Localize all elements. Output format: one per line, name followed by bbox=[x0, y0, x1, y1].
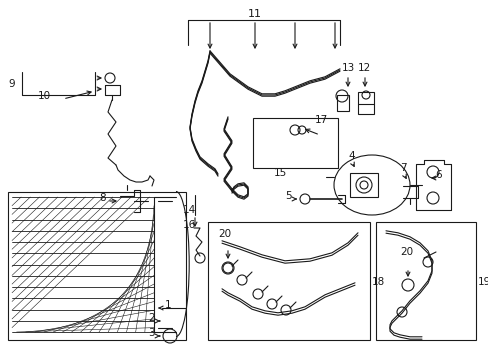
Text: 5: 5 bbox=[285, 191, 291, 201]
Bar bbox=[336, 95, 348, 111]
Text: 19: 19 bbox=[477, 277, 488, 287]
Text: 7: 7 bbox=[399, 163, 406, 173]
Bar bbox=[357, 92, 373, 114]
Text: 2: 2 bbox=[148, 313, 154, 323]
Text: 3: 3 bbox=[148, 328, 154, 338]
Text: 12: 12 bbox=[357, 63, 370, 73]
Text: 17: 17 bbox=[314, 115, 327, 125]
Text: 14: 14 bbox=[183, 205, 196, 215]
Bar bbox=[375, 222, 475, 340]
Text: 8: 8 bbox=[99, 193, 105, 203]
Text: 1: 1 bbox=[164, 300, 171, 310]
Bar bbox=[349, 173, 377, 197]
Text: 10: 10 bbox=[38, 91, 51, 101]
Text: 20: 20 bbox=[218, 229, 231, 239]
Text: 15: 15 bbox=[273, 168, 286, 178]
Text: 13: 13 bbox=[341, 63, 354, 73]
Text: 20: 20 bbox=[399, 247, 412, 257]
Text: 6: 6 bbox=[434, 170, 441, 180]
Bar bbox=[252, 118, 337, 168]
Bar bbox=[207, 222, 369, 340]
Text: 11: 11 bbox=[247, 9, 262, 19]
Bar bbox=[8, 192, 185, 340]
Text: 16: 16 bbox=[183, 220, 196, 230]
Text: 4: 4 bbox=[347, 151, 354, 161]
Text: 18: 18 bbox=[371, 277, 385, 287]
Text: 9: 9 bbox=[8, 79, 15, 89]
